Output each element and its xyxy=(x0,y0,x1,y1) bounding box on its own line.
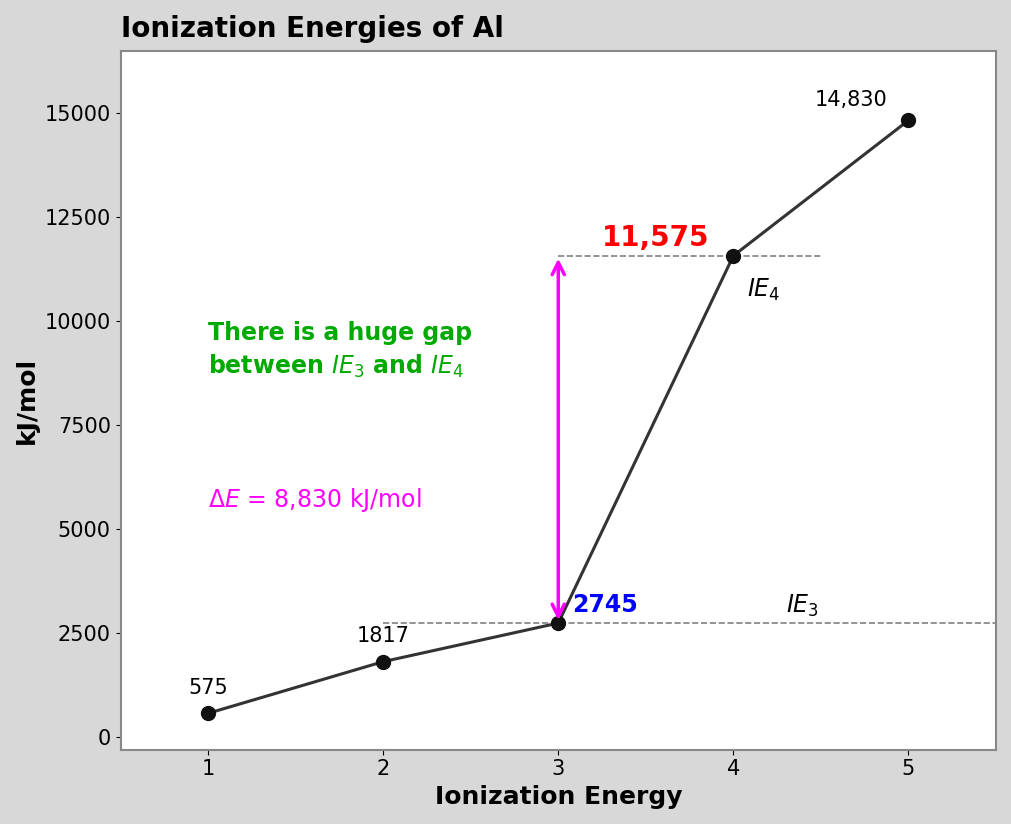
Text: 14,830: 14,830 xyxy=(815,90,888,110)
Text: 575: 575 xyxy=(188,677,227,698)
Point xyxy=(901,114,917,127)
X-axis label: Ionization Energy: Ionization Energy xyxy=(435,785,682,809)
Text: 11,575: 11,575 xyxy=(602,223,710,251)
Point xyxy=(200,707,216,720)
Point xyxy=(725,249,741,262)
Text: There is a huge gap
between $\mathit{IE}_3$ and $\mathit{IE}_4$: There is a huge gap between $\mathit{IE}… xyxy=(208,321,472,380)
Text: 1817: 1817 xyxy=(357,626,409,646)
Text: $\mathit{IE}_3$: $\mathit{IE}_3$ xyxy=(786,592,819,619)
Text: $\mathit{IE}_4$: $\mathit{IE}_4$ xyxy=(747,277,780,302)
Text: Ionization Energies of Al: Ionization Energies of Al xyxy=(120,15,503,43)
Y-axis label: kJ/mol: kJ/mol xyxy=(15,357,39,444)
Text: $\Delta\mathit{E}$ = 8,830 kJ/mol: $\Delta\mathit{E}$ = 8,830 kJ/mol xyxy=(208,486,422,514)
Text: 2745: 2745 xyxy=(572,592,638,617)
Point xyxy=(550,616,566,630)
Point xyxy=(375,655,391,668)
